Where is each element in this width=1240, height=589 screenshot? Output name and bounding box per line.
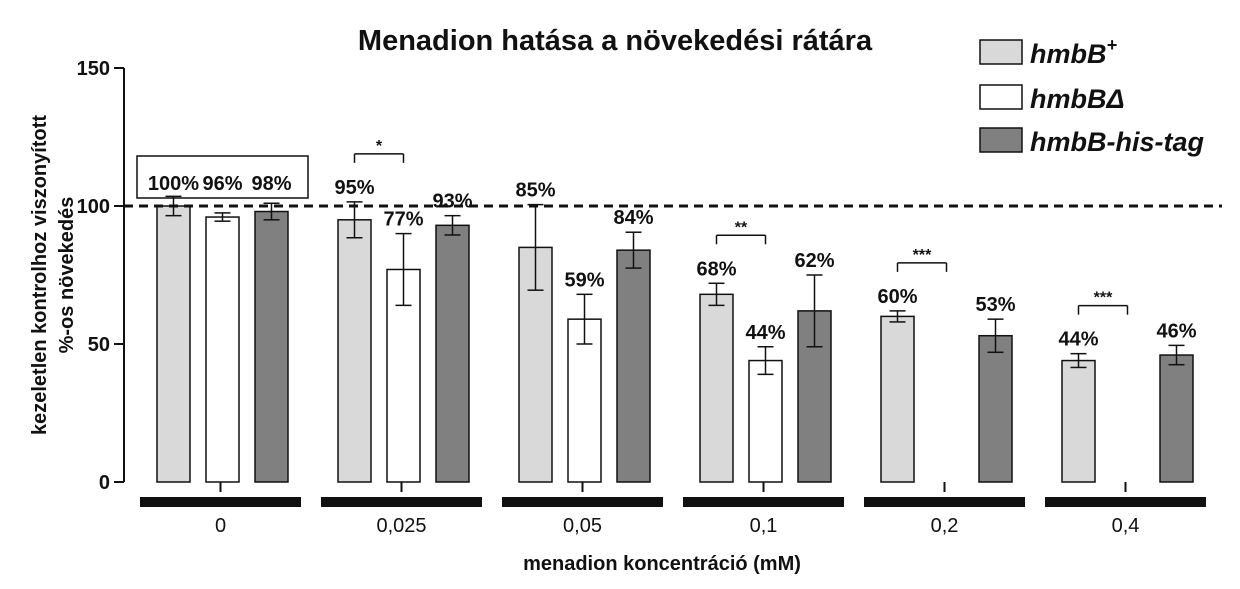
- significance-brackets: *********: [353, 138, 1129, 315]
- legend-label-hmbB-plus: hmbB+: [1030, 35, 1118, 69]
- data-label-series0-cat5: 44%: [1058, 329, 1098, 351]
- chart-title: Menadion hatása a növekedési rátára: [358, 25, 873, 57]
- y-tick-label: 0: [99, 472, 110, 494]
- category-bracket-bar: [502, 497, 663, 507]
- y-ticks: 0 50 100 150: [77, 58, 124, 494]
- category-bracket-bar: [140, 497, 301, 507]
- bar-series2-cat2: [616, 249, 651, 483]
- x-tick-label: 0,4: [1112, 515, 1140, 537]
- bar-series1-cat3: [748, 359, 783, 483]
- significance-label: *: [376, 138, 383, 155]
- x-tick-label: 0,05: [563, 515, 602, 537]
- bar-series2-cat0: [254, 210, 289, 483]
- significance-label: **: [735, 219, 748, 236]
- data-label-series2-cat0: 98%: [251, 173, 291, 195]
- y-tick-label: 100: [77, 196, 110, 218]
- bar-series0-cat3: [699, 293, 734, 483]
- data-label-series2-cat4: 53%: [975, 294, 1015, 316]
- x-tick-label: 0: [215, 515, 226, 537]
- data-label-series1-cat1: 77%: [383, 209, 423, 231]
- bar-series2-cat1: [435, 224, 470, 483]
- legend-label-hmbB-delta: hmbBΔ: [1030, 84, 1125, 114]
- data-label-series0-cat4: 60%: [877, 286, 917, 308]
- legend-swatch-hmbB-his-tag: [979, 127, 1023, 153]
- data-label-series0-cat0: 100%: [148, 173, 199, 195]
- data-label-series0-cat3: 68%: [696, 258, 736, 280]
- data-label-series1-cat3: 44%: [745, 322, 785, 344]
- significance-label: ***: [1094, 290, 1113, 307]
- x-tick-label: 0,2: [931, 515, 959, 537]
- category-bracket-bar: [321, 497, 482, 507]
- data-label-series2-cat3: 62%: [794, 250, 834, 272]
- data-label-series0-cat2: 85%: [515, 180, 555, 202]
- bar-series0-cat5: [1061, 359, 1096, 483]
- y-axis-label-line1: kezeletlen kontrolhoz viszonyított: [29, 115, 51, 435]
- bar-series0-cat0: [156, 205, 191, 483]
- legend: hmbB+ hmbBΔ hmbB-his-tag: [979, 35, 1204, 157]
- legend-swatch-hmbB-delta: [979, 84, 1023, 110]
- x-axis: 0 0,025 0,05 0,1 0,2 0,4: [140, 482, 1206, 537]
- data-label-series2-cat1: 93%: [432, 191, 472, 213]
- x-tick-label: 0,025: [376, 515, 426, 537]
- bar-series0-cat1: [337, 219, 372, 483]
- data-label-series0-cat1: 95%: [334, 177, 374, 199]
- bar-series2-cat4: [978, 334, 1013, 483]
- bar-series2-cat5: [1159, 354, 1194, 483]
- bar-series0-cat4: [880, 315, 915, 483]
- x-tick-label: 0,1: [750, 515, 778, 537]
- legend-label-hmbB-his-tag: hmbB-his-tag: [1030, 127, 1204, 157]
- x-axis-title: menadion koncentráció (mM): [523, 553, 801, 575]
- y-tick-label: 150: [77, 58, 110, 80]
- bar-series1-cat2: [567, 318, 602, 483]
- data-label-series2-cat5: 46%: [1156, 320, 1196, 342]
- zero-group-label-box: [136, 155, 309, 199]
- y-axis-title: kezeletlen kontrolhoz viszonyított %-os …: [29, 115, 78, 435]
- category-bracket-bar: [1045, 497, 1206, 507]
- y-axis-label-line2: %-os növekedés: [56, 197, 78, 354]
- data-label-series2-cat2: 84%: [613, 207, 653, 229]
- category-bracket-bar: [864, 497, 1025, 507]
- category-bracket-bar: [683, 497, 844, 507]
- legend-swatch-hmbB-plus: [979, 39, 1023, 65]
- bar-series1-cat0: [205, 216, 240, 483]
- y-tick-label: 50: [88, 334, 110, 356]
- bars: 100% 95% 85% 68% 60% 44% 96% 77% 59% 44% 98% 93% 84%…: [148, 173, 1197, 483]
- significance-label: ***: [913, 247, 932, 264]
- data-label-series1-cat2: 59%: [564, 269, 604, 291]
- data-label-series1-cat0: 96%: [202, 173, 242, 195]
